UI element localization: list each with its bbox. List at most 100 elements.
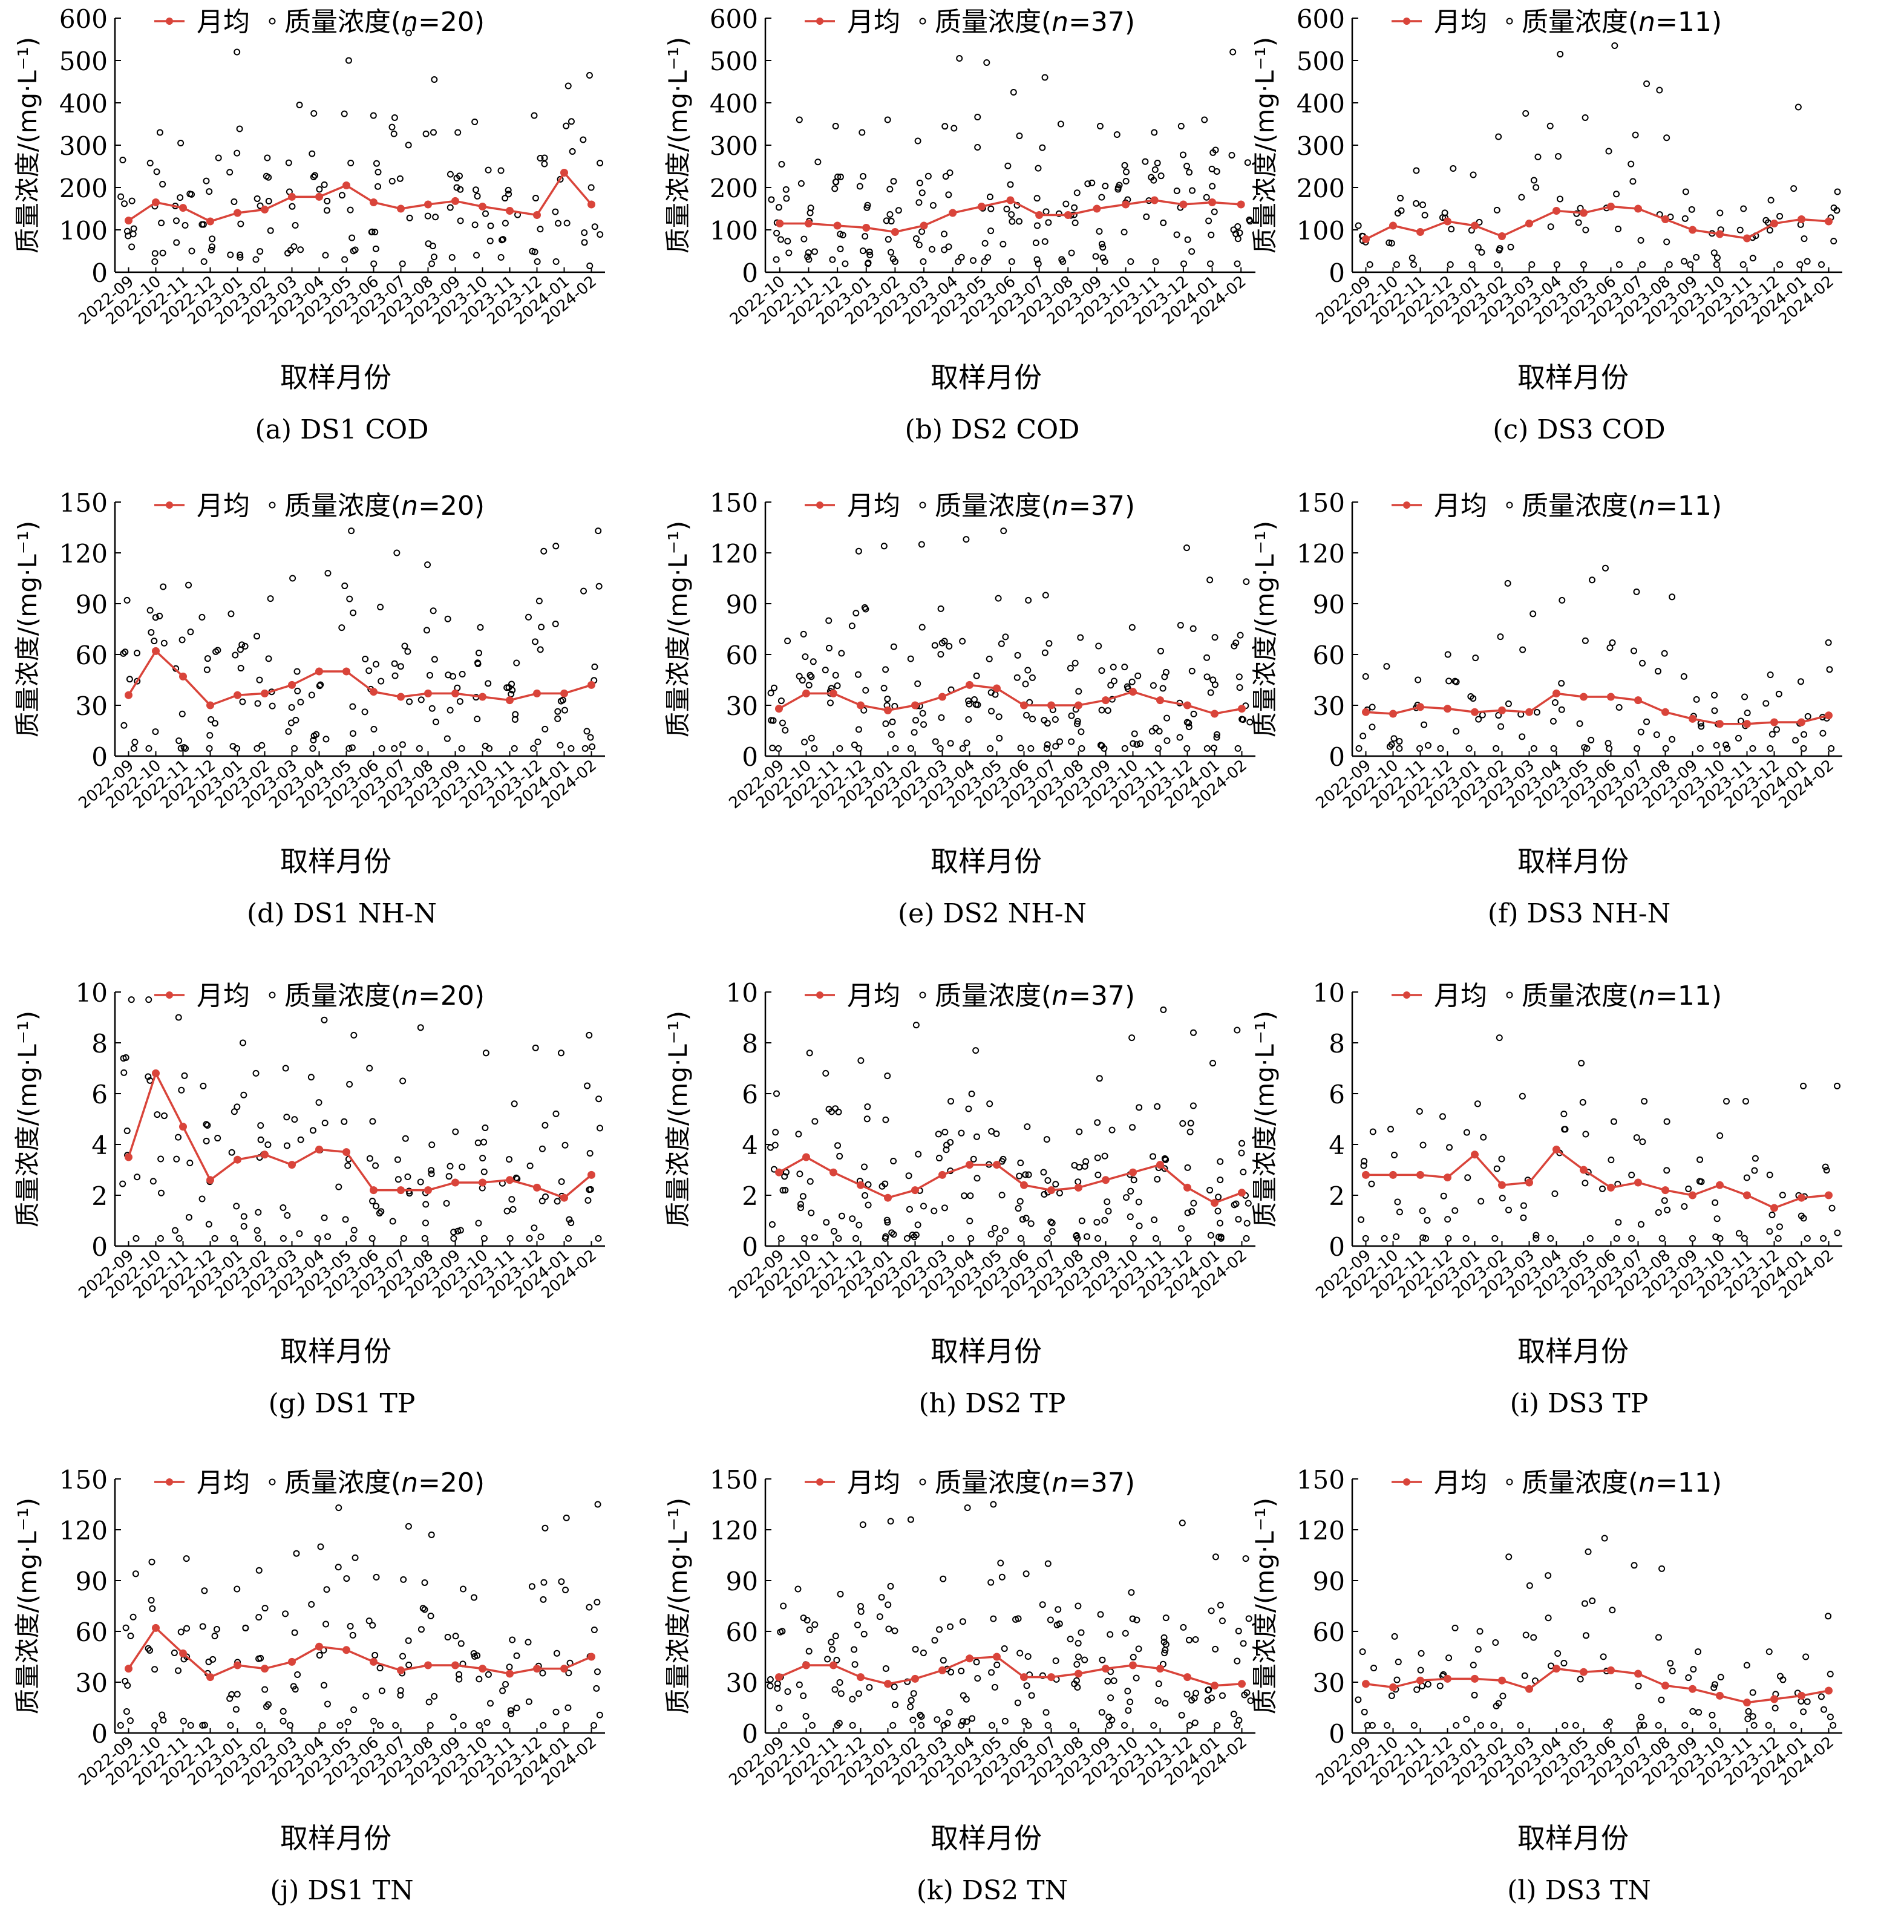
sample-point <box>918 189 926 197</box>
mean-marker <box>1102 1176 1110 1184</box>
y-tick-label: 0 <box>1329 742 1345 772</box>
mean-marker <box>1075 701 1082 710</box>
sample-point <box>1641 1098 1648 1105</box>
sample-point <box>1825 639 1832 646</box>
sample-point <box>1615 1219 1622 1226</box>
sample-point <box>768 196 775 203</box>
sample-point <box>173 1155 180 1163</box>
sample-point <box>1681 258 1688 265</box>
sample-point <box>862 687 869 694</box>
sample-point <box>350 1031 358 1039</box>
sample-point <box>347 206 354 214</box>
sample-point <box>1640 1722 1647 1729</box>
sample-point <box>597 160 604 167</box>
sample-point <box>393 549 401 556</box>
sample-point <box>1666 261 1673 268</box>
sample-point <box>1073 1661 1081 1668</box>
mean-marker <box>479 203 486 210</box>
sample-point <box>1052 1657 1059 1665</box>
sample-point <box>1589 576 1596 584</box>
sample-point <box>1059 258 1067 265</box>
sample-point <box>882 720 889 728</box>
mean-marker <box>1498 706 1506 714</box>
sample-point <box>1752 1155 1759 1162</box>
sample-point <box>459 1585 466 1593</box>
sample-point <box>794 1585 802 1593</box>
sample-point <box>909 1716 917 1723</box>
sample-point <box>805 256 813 263</box>
sample-point <box>806 671 814 679</box>
sample-point <box>1180 1624 1187 1631</box>
sample-point <box>1154 160 1161 167</box>
sample-point <box>1507 243 1514 250</box>
sample-point <box>581 745 589 752</box>
sample-point <box>539 1669 546 1677</box>
sample-point <box>1562 1722 1569 1729</box>
sample-point <box>837 1590 844 1597</box>
sample-point <box>316 682 323 690</box>
sample-point <box>910 1690 917 1697</box>
sample-point <box>767 1144 774 1151</box>
sample-point <box>375 183 382 190</box>
sample-point <box>506 1235 514 1242</box>
sample-point <box>1528 261 1536 268</box>
sample-point <box>257 202 264 209</box>
sample-point <box>1107 1694 1114 1702</box>
sample-point <box>182 221 189 229</box>
sample-point <box>1582 226 1589 233</box>
sample-point <box>200 258 208 265</box>
mean-marker <box>587 680 595 689</box>
sample-point <box>1022 680 1029 688</box>
y-tick-label: 0 <box>742 1232 758 1262</box>
sample-point <box>120 1069 128 1076</box>
sample-point <box>1240 1640 1247 1647</box>
sample-point <box>1716 1132 1724 1140</box>
sample-point <box>1817 1693 1825 1700</box>
sample-point <box>1826 666 1833 673</box>
sample-point <box>828 1639 835 1646</box>
panel-caption: (a) DS1 COD <box>255 414 429 445</box>
sample-point <box>958 1668 965 1675</box>
sample-point <box>883 217 890 224</box>
mean-marker <box>1362 1680 1370 1688</box>
sample-point <box>587 734 594 741</box>
sample-point <box>1526 1582 1533 1589</box>
sample-point <box>1723 1098 1730 1105</box>
sample-point <box>1496 1034 1503 1042</box>
legend-point-swatch <box>919 501 926 509</box>
y-tick-label: 10 <box>726 978 758 1008</box>
sample-point <box>256 676 263 684</box>
mean-marker <box>1129 1168 1137 1176</box>
sample-point <box>1750 1722 1758 1729</box>
sample-point <box>148 1558 155 1565</box>
sample-point <box>825 617 833 624</box>
sample-point <box>1609 639 1616 647</box>
sample-point <box>1739 261 1747 268</box>
mean-marker <box>506 696 514 705</box>
sample-point <box>134 1173 141 1181</box>
sample-point <box>1246 719 1254 726</box>
sample-point <box>1773 726 1780 733</box>
sample-point <box>1148 728 1156 735</box>
mean-marker <box>1238 1189 1246 1197</box>
sample-point <box>261 1686 269 1693</box>
sample-point <box>208 243 215 250</box>
sample-point <box>1099 244 1107 251</box>
mean-marker <box>911 701 919 710</box>
sample-point <box>1184 1164 1191 1171</box>
mean-marker <box>560 1665 568 1673</box>
sample-point <box>929 246 936 253</box>
sample-point <box>1243 1689 1251 1696</box>
sample-point <box>265 655 272 662</box>
sample-point <box>348 234 356 241</box>
sample-point <box>773 256 780 263</box>
sample-point <box>373 1203 380 1210</box>
sample-point <box>336 1722 344 1729</box>
sample-point <box>177 140 185 146</box>
y-tick-label: 30 <box>76 1668 108 1698</box>
mean-marker <box>533 1665 541 1673</box>
sample-point <box>479 1155 486 1162</box>
sample-point <box>834 1722 841 1729</box>
sample-point <box>1606 1718 1613 1726</box>
mean-marker <box>451 1661 459 1669</box>
